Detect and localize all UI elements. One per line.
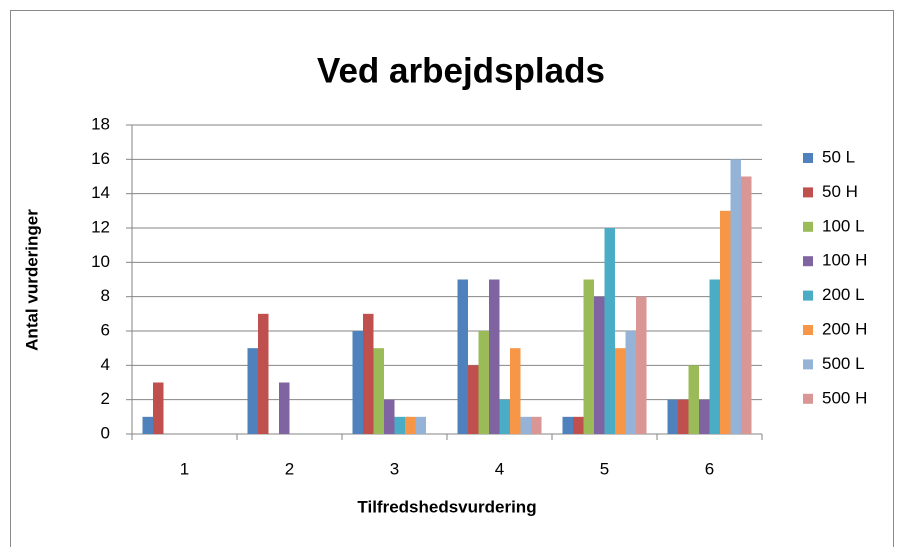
x-tick-label: 6	[705, 459, 714, 478]
bar	[499, 399, 510, 434]
y-tick-label: 14	[91, 183, 110, 202]
bar	[699, 399, 710, 434]
x-tick-label: 4	[495, 459, 504, 478]
x-axis-label: Tilfredshedsvurdering	[357, 497, 536, 516]
legend-label: 50 L	[822, 147, 855, 166]
bar	[741, 176, 752, 434]
bar	[667, 399, 678, 434]
bar	[279, 382, 290, 434]
bar	[720, 210, 731, 434]
y-tick-label: 12	[91, 217, 110, 236]
y-tick-label: 4	[101, 355, 110, 374]
legend-label: 100 H	[822, 251, 867, 270]
bar	[531, 416, 542, 434]
bar	[457, 279, 468, 434]
legend-swatch	[803, 359, 813, 370]
bar	[688, 365, 699, 434]
bar	[142, 416, 153, 434]
bar	[636, 296, 647, 434]
legend-label: 500 H	[822, 388, 867, 407]
y-tick-label: 2	[101, 389, 110, 408]
bar	[573, 416, 584, 434]
bar	[373, 348, 384, 434]
bar	[394, 416, 405, 434]
bar	[604, 228, 615, 434]
bar	[415, 416, 426, 434]
bar	[615, 348, 626, 434]
legend-label: 50 H	[822, 182, 858, 201]
y-axis-label: Antal vurderinger	[22, 209, 41, 351]
legend-label: 500 L	[822, 354, 865, 373]
bar	[489, 279, 500, 434]
bar	[594, 296, 605, 434]
bar	[583, 279, 594, 434]
bar	[678, 399, 689, 434]
legend-swatch	[803, 221, 813, 232]
legend-label: 200 H	[822, 319, 867, 338]
legend-label: 200 L	[822, 285, 865, 304]
legend-swatch	[803, 393, 813, 404]
bar	[520, 416, 531, 434]
chart-title: Ved arbejdsplads	[317, 51, 605, 90]
y-tick-label: 18	[91, 114, 110, 133]
bar	[730, 159, 741, 435]
y-tick-label: 0	[101, 423, 110, 442]
bar	[709, 279, 720, 434]
legend-swatch	[803, 256, 813, 267]
legend-swatch	[803, 153, 813, 163]
legend-label: 100 L	[822, 216, 865, 235]
bar	[384, 399, 395, 434]
y-tick-label: 16	[91, 149, 110, 168]
y-tick-label: 6	[101, 320, 110, 339]
bar	[405, 416, 416, 434]
bar	[468, 365, 479, 434]
bar	[625, 331, 636, 434]
y-tick-label: 8	[101, 286, 110, 305]
x-tick-label: 3	[390, 459, 399, 478]
x-tick-label: 1	[180, 459, 189, 478]
bar	[153, 382, 164, 434]
bar	[247, 348, 258, 434]
bar	[562, 416, 573, 434]
bar	[352, 331, 363, 434]
x-tick-label: 5	[600, 459, 609, 478]
legend-swatch	[803, 325, 813, 335]
bar	[510, 348, 521, 434]
x-tick-label: 2	[285, 459, 294, 478]
bar	[478, 331, 489, 434]
y-tick-label: 10	[91, 252, 110, 271]
chart-border	[10, 10, 894, 547]
bar	[258, 313, 269, 434]
legend-swatch	[803, 290, 813, 301]
bar	[363, 313, 374, 434]
legend-swatch	[803, 187, 813, 198]
